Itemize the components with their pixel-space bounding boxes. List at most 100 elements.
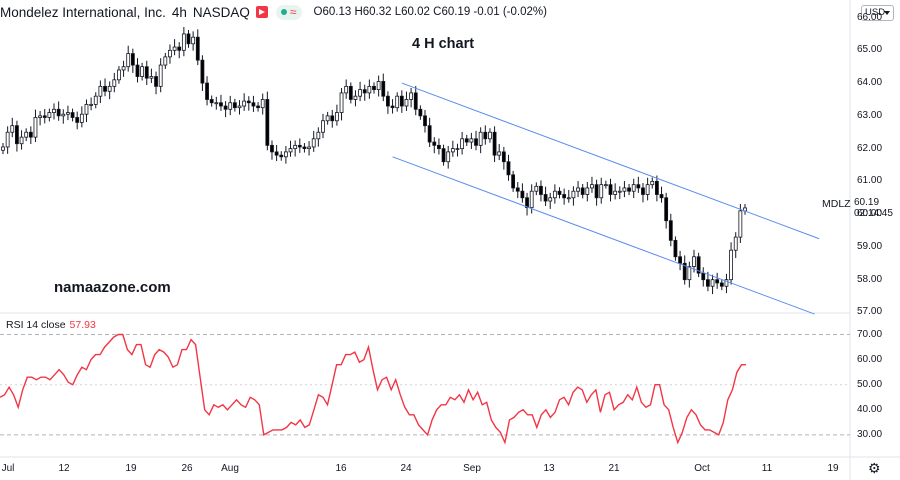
candle[interactable] xyxy=(348,82,353,104)
candle[interactable] xyxy=(103,78,107,97)
flag-icon[interactable] xyxy=(255,6,268,18)
candle[interactable] xyxy=(664,192,669,229)
candle[interactable] xyxy=(409,88,414,108)
candle[interactable] xyxy=(1,143,5,155)
candle[interactable] xyxy=(464,134,469,146)
candle[interactable] xyxy=(715,272,720,289)
candle[interactable] xyxy=(186,30,191,48)
candle[interactable] xyxy=(177,42,182,59)
candle[interactable] xyxy=(590,176,594,193)
candle[interactable] xyxy=(539,180,543,202)
candle[interactable] xyxy=(47,108,52,122)
candle[interactable] xyxy=(70,108,75,122)
candle[interactable] xyxy=(149,68,154,84)
candle[interactable] xyxy=(353,90,358,107)
candle[interactable] xyxy=(288,140,293,157)
candle[interactable] xyxy=(450,140,455,157)
candle[interactable] xyxy=(33,109,38,143)
candle[interactable] xyxy=(24,128,29,142)
candle[interactable] xyxy=(446,145,451,169)
candle[interactable] xyxy=(358,81,362,102)
candle[interactable] xyxy=(696,252,701,278)
candle[interactable] xyxy=(98,80,103,104)
candle[interactable] xyxy=(654,175,659,202)
candle[interactable] xyxy=(372,82,376,94)
candle[interactable] xyxy=(706,271,710,292)
candle[interactable] xyxy=(404,91,409,111)
candle[interactable] xyxy=(112,72,117,93)
candle[interactable] xyxy=(84,99,89,123)
candle[interactable] xyxy=(460,131,465,155)
candle[interactable] xyxy=(260,93,265,115)
candle[interactable] xyxy=(534,182,539,196)
candle[interactable] xyxy=(381,73,386,102)
candle[interactable] xyxy=(163,52,168,69)
candle[interactable] xyxy=(413,86,418,116)
candle[interactable] xyxy=(237,100,242,115)
candle[interactable] xyxy=(140,62,145,81)
candle[interactable] xyxy=(678,250,682,271)
candle[interactable] xyxy=(66,105,70,121)
candle[interactable] xyxy=(325,111,330,125)
candle[interactable] xyxy=(441,144,446,166)
candle[interactable] xyxy=(455,143,460,157)
candle[interactable] xyxy=(28,126,33,145)
candle[interactable] xyxy=(566,189,571,203)
candle[interactable] xyxy=(525,192,529,216)
candle[interactable] xyxy=(506,154,511,181)
candle[interactable] xyxy=(641,183,645,203)
candle[interactable] xyxy=(126,45,131,72)
candle[interactable] xyxy=(576,181,580,198)
candle[interactable] xyxy=(474,130,478,151)
candle[interactable] xyxy=(19,130,24,150)
candle[interactable] xyxy=(61,109,66,124)
candle[interactable] xyxy=(710,274,715,295)
candle[interactable] xyxy=(668,213,673,247)
candle[interactable] xyxy=(52,103,56,120)
candle[interactable] xyxy=(130,48,135,73)
candle[interactable] xyxy=(497,144,502,161)
candle[interactable] xyxy=(214,96,219,110)
candle[interactable] xyxy=(10,117,15,138)
candle[interactable] xyxy=(548,192,553,209)
candle[interactable] xyxy=(673,236,678,261)
candle[interactable] xyxy=(181,27,186,57)
currency-selector[interactable]: USD xyxy=(861,5,894,21)
candle[interactable] xyxy=(205,76,209,106)
candle[interactable] xyxy=(293,140,298,157)
candle[interactable] xyxy=(659,186,664,203)
candle[interactable] xyxy=(580,184,585,199)
candle[interactable] xyxy=(274,145,279,162)
candle[interactable] xyxy=(552,184,557,204)
candle[interactable] xyxy=(168,44,172,64)
candle[interactable] xyxy=(75,111,80,130)
candle[interactable] xyxy=(135,58,140,83)
candle[interactable] xyxy=(571,186,576,206)
candle[interactable] xyxy=(562,188,567,205)
candle[interactable] xyxy=(399,90,404,113)
candle[interactable] xyxy=(144,60,149,86)
candle[interactable] xyxy=(117,66,121,84)
candle[interactable] xyxy=(613,183,618,200)
candle[interactable] xyxy=(219,94,223,111)
candle[interactable] xyxy=(42,108,47,124)
candle[interactable] xyxy=(200,55,205,91)
candle[interactable] xyxy=(437,138,441,155)
candle[interactable] xyxy=(89,97,94,111)
candle[interactable] xyxy=(733,232,738,259)
candle[interactable] xyxy=(283,145,288,164)
candle[interactable] xyxy=(617,186,622,200)
candle[interactable] xyxy=(650,177,655,189)
candle[interactable] xyxy=(738,203,743,243)
candle[interactable] xyxy=(246,96,251,111)
candle[interactable] xyxy=(362,84,367,101)
candle[interactable] xyxy=(483,125,488,145)
candle[interactable] xyxy=(279,151,284,161)
candle[interactable] xyxy=(251,95,256,112)
rsi-legend[interactable]: RSI 14 close 57.93 xyxy=(6,319,96,331)
candle[interactable] xyxy=(645,177,650,201)
candle[interactable] xyxy=(79,106,84,128)
candle[interactable] xyxy=(701,267,706,287)
candle[interactable] xyxy=(330,109,335,128)
candle[interactable] xyxy=(515,182,520,199)
